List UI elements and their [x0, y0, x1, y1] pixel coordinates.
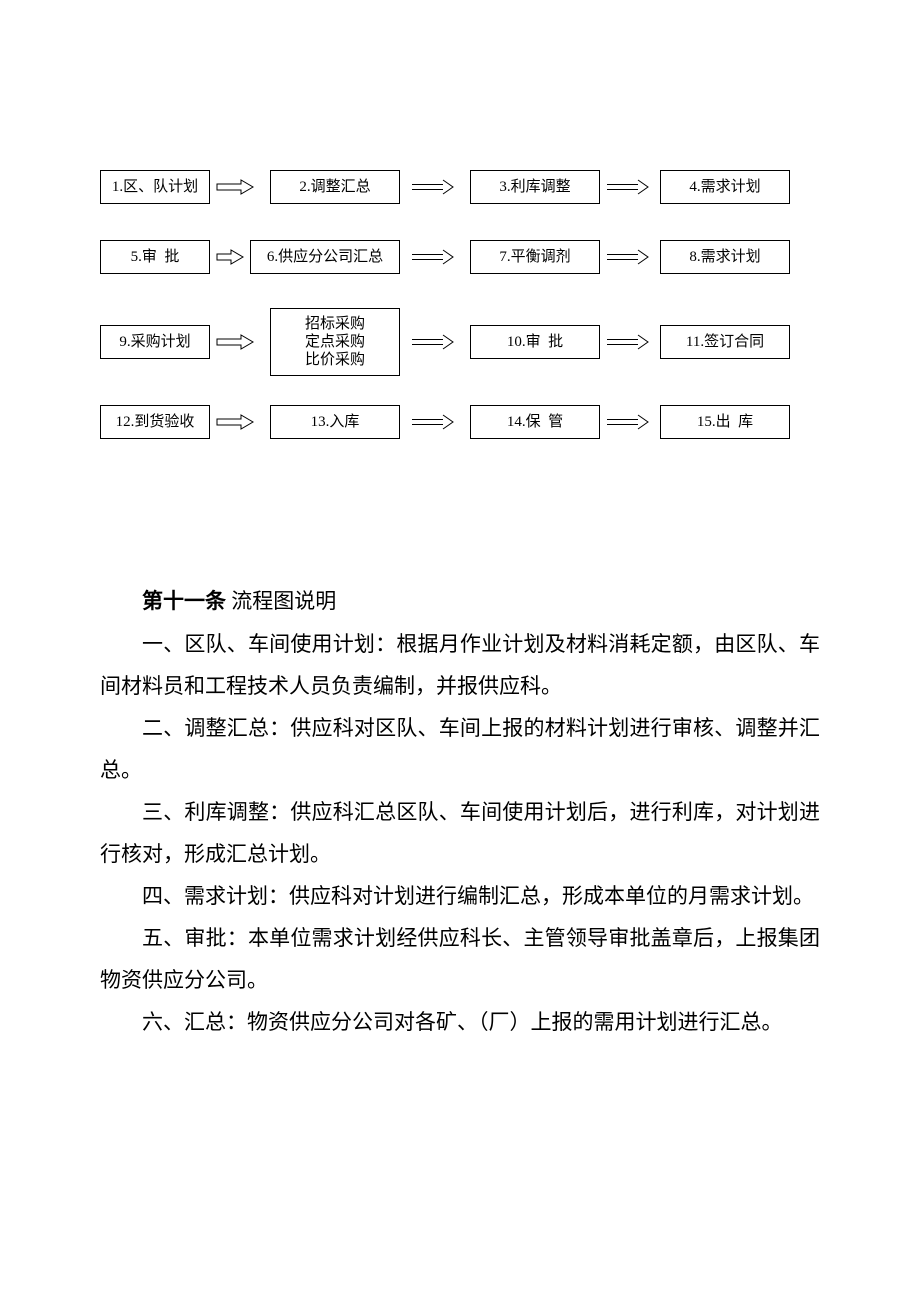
flow-node-n6: 6.供应分公司汇总: [250, 240, 400, 274]
title-rest: 流程图说明: [226, 589, 336, 613]
flow-arrow: [215, 249, 245, 265]
flow-node-n5: 5.审 批: [100, 240, 210, 274]
paragraph: 四、需求计划：供应科对计划进行编制汇总，形成本单位的月需求计划。: [100, 875, 820, 917]
flow-arrow: [215, 179, 255, 195]
flow-node-n13: 13.入库: [270, 405, 400, 439]
article-text: 第十一条 流程图说明 一、区队、车间使用计划：根据月作业计划及材料消耗定额，由区…: [100, 580, 820, 1043]
flow-node-n4: 4.需求计划: [660, 170, 790, 204]
flow-arrow: [410, 249, 455, 265]
paragraph: 二、调整汇总：供应科对区队、车间上报的材料计划进行审核、调整并汇总。: [100, 707, 820, 791]
paragraph: 五、审批：本单位需求计划经供应科长、主管领导审批盖章后，上报集团物资供应分公司。: [100, 917, 820, 1001]
paragraph: 一、区队、车间使用计划：根据月作业计划及材料消耗定额，由区队、车间材料员和工程技…: [100, 623, 820, 707]
flow-node-n14: 14.保 管: [470, 405, 600, 439]
flow-node-n1: 1.区、队计划: [100, 170, 210, 204]
paragraph: 三、利库调整：供应科汇总区队、车间使用计划后，进行利库，对计划进行核对，形成汇总…: [100, 791, 820, 875]
flow-node-n9: 9.采购计划: [100, 325, 210, 359]
flowchart: 1.区、队计划 2.调整汇总 3.利库调整 4.需求计划 5.审 批 6.供应分公司汇总 7…: [100, 160, 820, 500]
flow-arrow: [605, 414, 650, 430]
article-title: 第十一条 流程图说明: [100, 580, 820, 623]
flow-node-n15: 15.出 库: [660, 405, 790, 439]
flow-node-n9b: 招标采购 定点采购 比价采购: [270, 308, 400, 376]
flow-arrow: [215, 334, 255, 350]
page: 1.区、队计划 2.调整汇总 3.利库调整 4.需求计划 5.审 批 6.供应分公司汇总 7…: [0, 0, 920, 1123]
flow-node-n12: 12.到货验收: [100, 405, 210, 439]
flow-node-n2: 2.调整汇总: [270, 170, 400, 204]
flow-node-n8: 8.需求计划: [660, 240, 790, 274]
paragraph: 六、汇总：物资供应分公司对各矿、（厂）上报的需用计划进行汇总。: [100, 1001, 820, 1043]
flow-node-n7: 7.平衡调剂: [470, 240, 600, 274]
flow-arrow: [605, 249, 650, 265]
flow-node-n3: 3.利库调整: [470, 170, 600, 204]
flow-arrow: [605, 179, 650, 195]
flow-node-n10: 10.审 批: [470, 325, 600, 359]
flow-arrow: [410, 414, 455, 430]
flow-arrow: [215, 414, 255, 430]
flow-arrow: [410, 179, 455, 195]
title-bold: 第十一条: [142, 590, 226, 613]
flow-arrow: [410, 334, 455, 350]
flow-node-n11: 11.签订合同: [660, 325, 790, 359]
flow-arrow: [605, 334, 650, 350]
